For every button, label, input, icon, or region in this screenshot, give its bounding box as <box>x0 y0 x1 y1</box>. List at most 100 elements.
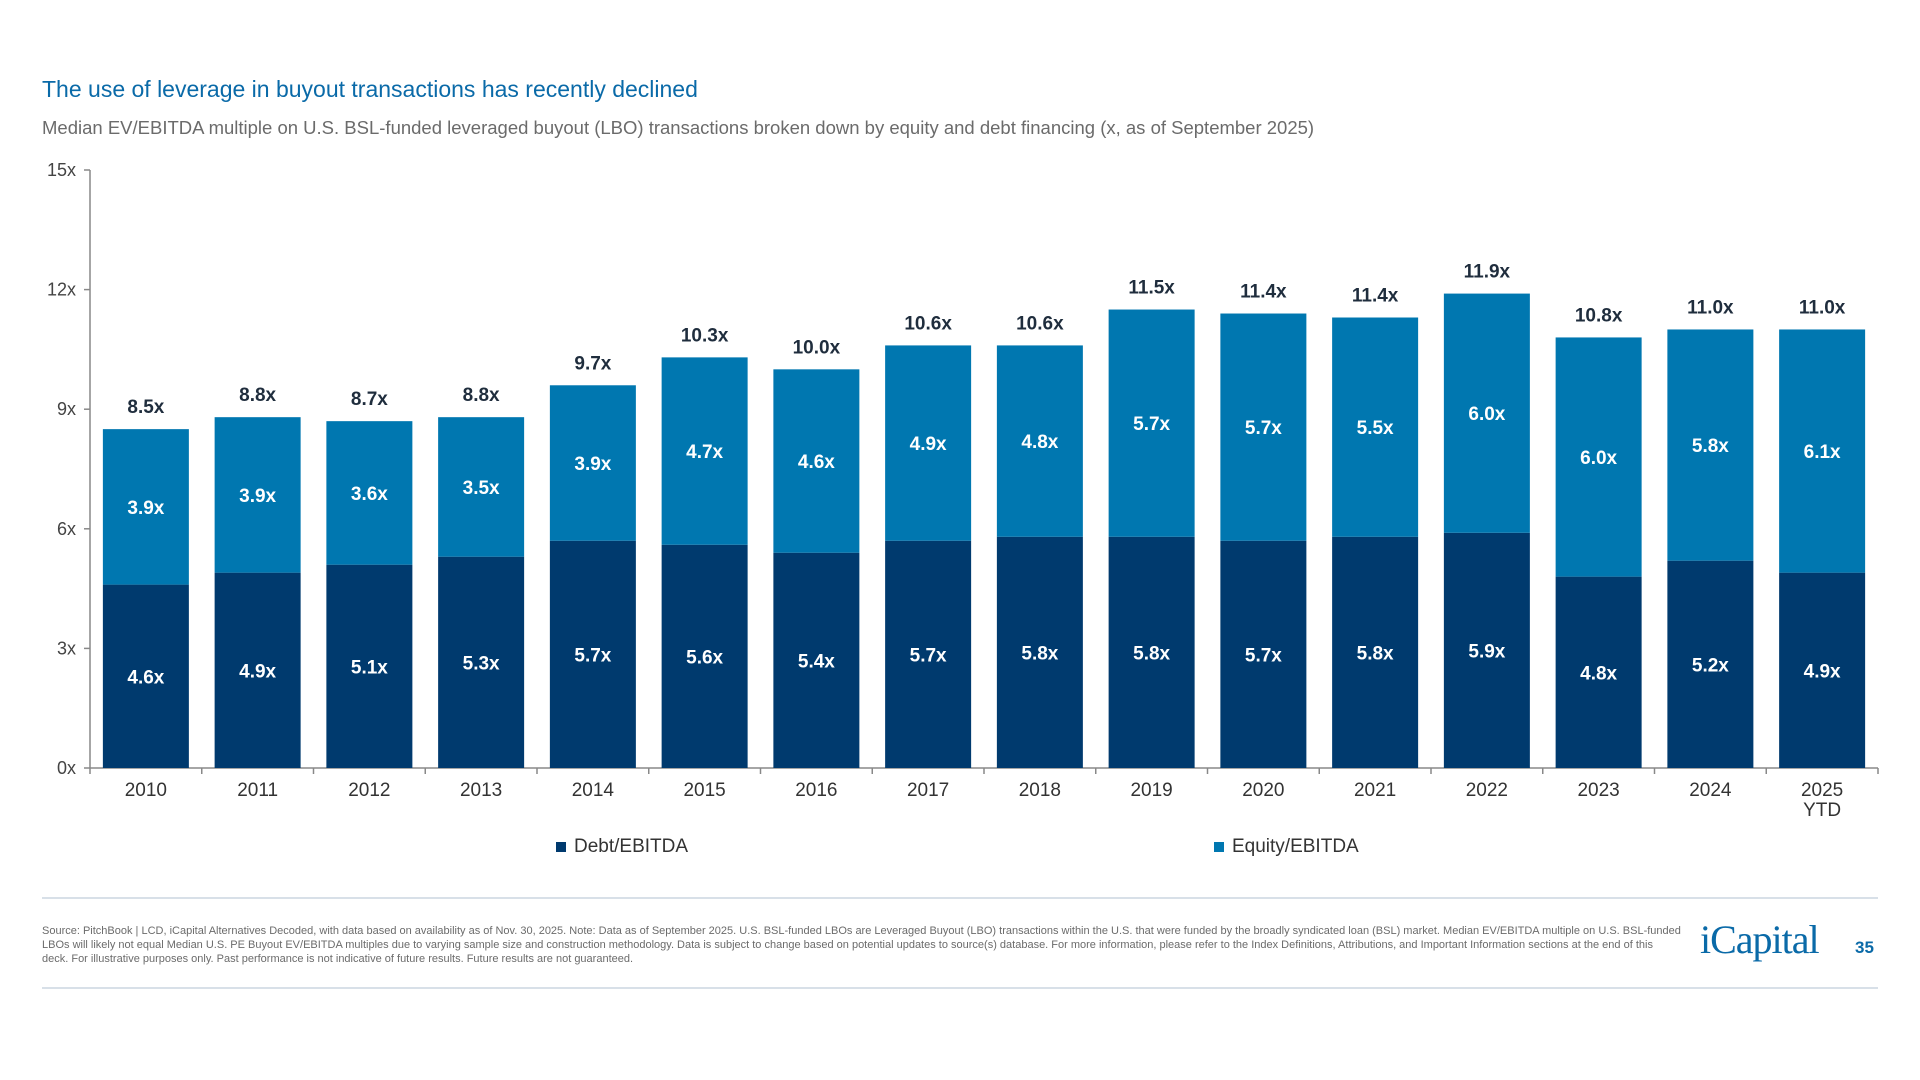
bar-debt <box>1108 536 1195 768</box>
x-tick-label: 2016 <box>795 780 837 801</box>
bar-debt <box>1332 536 1419 768</box>
legend-swatch-debt <box>556 842 566 852</box>
x-tick-label: 2017 <box>907 780 949 801</box>
bar-equity <box>102 429 189 585</box>
y-tick-label: 0x <box>57 758 76 778</box>
bar-equity <box>549 385 636 541</box>
bar-label-equity: 4.9x <box>910 434 947 455</box>
bar-total-label: 11.4x <box>1240 282 1287 303</box>
bar-equity <box>1108 309 1195 537</box>
legend-equity: Equity/EBITDA <box>1214 836 1359 858</box>
x-tick-label: 2013 <box>460 780 502 801</box>
x-tick-label: 2024 <box>1689 780 1732 801</box>
y-tick-label: 12x <box>47 280 76 300</box>
bar-debt <box>438 556 525 768</box>
bar-label-equity: 5.5x <box>1357 418 1394 439</box>
bar-total-label: 11.0x <box>1687 297 1734 318</box>
x-tick-label: 2012 <box>348 780 390 801</box>
bar-equity <box>1667 329 1754 561</box>
bar-label-equity: 3.6x <box>351 484 388 505</box>
bar-equity <box>996 345 1083 537</box>
bar-equity <box>661 357 748 545</box>
divider-top <box>42 897 1878 899</box>
bar-total-label: 10.6x <box>1016 313 1064 334</box>
bar-equity <box>326 421 413 565</box>
bar-label-debt: 4.9x <box>239 661 276 682</box>
page-number: 35 <box>1855 938 1874 957</box>
x-tick-label: 2025 <box>1801 780 1843 801</box>
bar-label-debt: 5.4x <box>798 651 835 672</box>
bar-total-label: 11.9x <box>1464 262 1511 283</box>
bar-total-label: 9.7x <box>574 353 611 374</box>
bar-label-debt: 5.3x <box>463 653 500 674</box>
bar-label-equity: 5.7x <box>1245 418 1282 439</box>
bar-total-label: 10.8x <box>1575 305 1623 326</box>
bar-label-equity: 3.9x <box>239 486 276 507</box>
bar-label-debt: 4.8x <box>1580 663 1617 684</box>
divider-bottom <box>42 987 1878 989</box>
bar-label-debt: 5.8x <box>1357 643 1394 664</box>
bar-equity <box>773 369 860 553</box>
bar-equity <box>885 345 972 541</box>
bar-debt <box>1555 576 1642 768</box>
x-tick-label: YTD <box>1803 800 1841 820</box>
bar-label-equity: 5.7x <box>1133 414 1170 435</box>
bar-label-debt: 5.9x <box>1468 641 1505 662</box>
bar-total-label: 10.0x <box>793 337 841 358</box>
bar-debt <box>549 540 636 768</box>
bar-equity <box>1220 313 1307 541</box>
x-tick-label: 2019 <box>1130 780 1172 801</box>
bar-debt <box>661 544 748 768</box>
bar-label-equity: 4.7x <box>686 442 723 463</box>
y-tick-label: 9x <box>57 399 76 419</box>
bar-debt <box>214 572 301 768</box>
y-tick-label: 6x <box>57 519 76 539</box>
bar-label-equity: 4.8x <box>1021 432 1058 453</box>
bar-label-debt: 5.8x <box>1021 643 1058 664</box>
bar-total-label: 11.5x <box>1128 278 1175 299</box>
bar-debt <box>1779 572 1866 768</box>
bar-debt <box>102 584 189 768</box>
x-tick-label: 2015 <box>683 780 725 801</box>
bar-label-debt: 5.7x <box>1245 645 1282 666</box>
bar-label-debt: 4.6x <box>127 667 164 688</box>
bar-equity <box>214 417 301 573</box>
bar-total-label: 8.5x <box>127 397 164 418</box>
bar-debt <box>1443 532 1530 768</box>
legend-swatch-equity <box>1214 842 1224 852</box>
legend-label-debt: Debt/EBITDA <box>574 836 689 857</box>
y-tick-label: 15x <box>47 160 76 180</box>
bar-debt <box>326 564 413 768</box>
bar-label-equity: 6.0x <box>1580 448 1617 469</box>
icapital-logo: iCapital <box>1700 917 1820 962</box>
bar-label-equity: 4.6x <box>798 452 835 473</box>
bar-debt <box>885 540 972 768</box>
bar-label-debt: 5.2x <box>1692 655 1729 676</box>
bar-equity <box>1443 293 1530 533</box>
bar-label-debt: 5.1x <box>351 657 388 678</box>
x-tick-label: 2022 <box>1466 780 1508 801</box>
x-tick-label: 2014 <box>572 780 615 801</box>
chart-subtitle: Median EV/EBITDA multiple on U.S. BSL-fu… <box>42 117 1315 138</box>
bar-label-equity: 6.1x <box>1804 442 1841 463</box>
bar-total-label: 8.8x <box>239 385 276 406</box>
chart-title: The use of leverage in buyout transactio… <box>42 76 698 102</box>
bar-label-equity: 3.9x <box>127 498 164 519</box>
bar-label-debt: 4.9x <box>1804 661 1841 682</box>
bar-debt <box>996 536 1083 768</box>
bar-equity <box>1555 337 1642 577</box>
bar-label-debt: 5.6x <box>686 647 723 668</box>
bar-total-label: 11.0x <box>1799 297 1846 318</box>
bar-label-equity: 5.8x <box>1692 436 1729 457</box>
bar-total-label: 11.4x <box>1352 286 1399 307</box>
x-tick-label: 2021 <box>1354 780 1396 801</box>
bar-equity <box>1332 317 1419 537</box>
bar-equity <box>1779 329 1866 573</box>
bar-total-label: 10.6x <box>904 313 952 334</box>
x-tick-label: 2010 <box>125 780 167 801</box>
source-footnote: Source: PitchBook | LCD, iCapital Altern… <box>42 925 1681 965</box>
bar-total-label: 10.3x <box>681 325 729 346</box>
bar-label-debt: 5.7x <box>910 645 947 666</box>
bar-debt <box>773 552 860 768</box>
x-tick-label: 2018 <box>1019 780 1061 801</box>
